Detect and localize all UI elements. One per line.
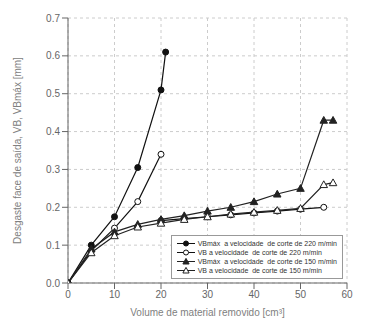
html-text:VBmáx a velocidade de corte de: VBmáx a velocidade de corte de 220 m/min [197,240,337,247]
svg-text:60: 60 [341,289,353,300]
svg-text:0.0: 0.0 [46,278,60,289]
svg-text:0.5: 0.5 [46,88,60,99]
html-text:VBmáx a velocidade de corte de: VBmáx a velocidade de corte de 150 m/min [197,258,337,265]
svg-text:0.7: 0.7 [46,13,60,24]
svg-text:10: 10 [109,289,121,300]
svg-text:40: 40 [248,289,260,300]
svg-text:50: 50 [295,289,307,300]
svg-text:0.3: 0.3 [46,164,60,175]
svg-text:0.2: 0.2 [46,202,60,213]
svg-text:Volume de material removido [c: Volume de material removido [cm³] [130,307,285,318]
svg-text:Desgaste face de saída, VB, VB: Desgaste face de saída, VB, VBmáx [mm] [12,57,23,244]
html-text:VB a velocidade de corte de 15: VB a velocidade de corte de 150 m/min [197,267,322,274]
svg-text:0: 0 [65,289,71,300]
svg-text:20: 20 [155,289,167,300]
svg-text:0.1: 0.1 [46,240,60,251]
svg-text:0.6: 0.6 [46,50,60,61]
svg-text:30: 30 [202,289,214,300]
html-text:VB a velocidade de corte de 22: VB a velocidade de corte de 220 m/min [197,249,322,256]
svg-text:0.4: 0.4 [46,126,60,137]
